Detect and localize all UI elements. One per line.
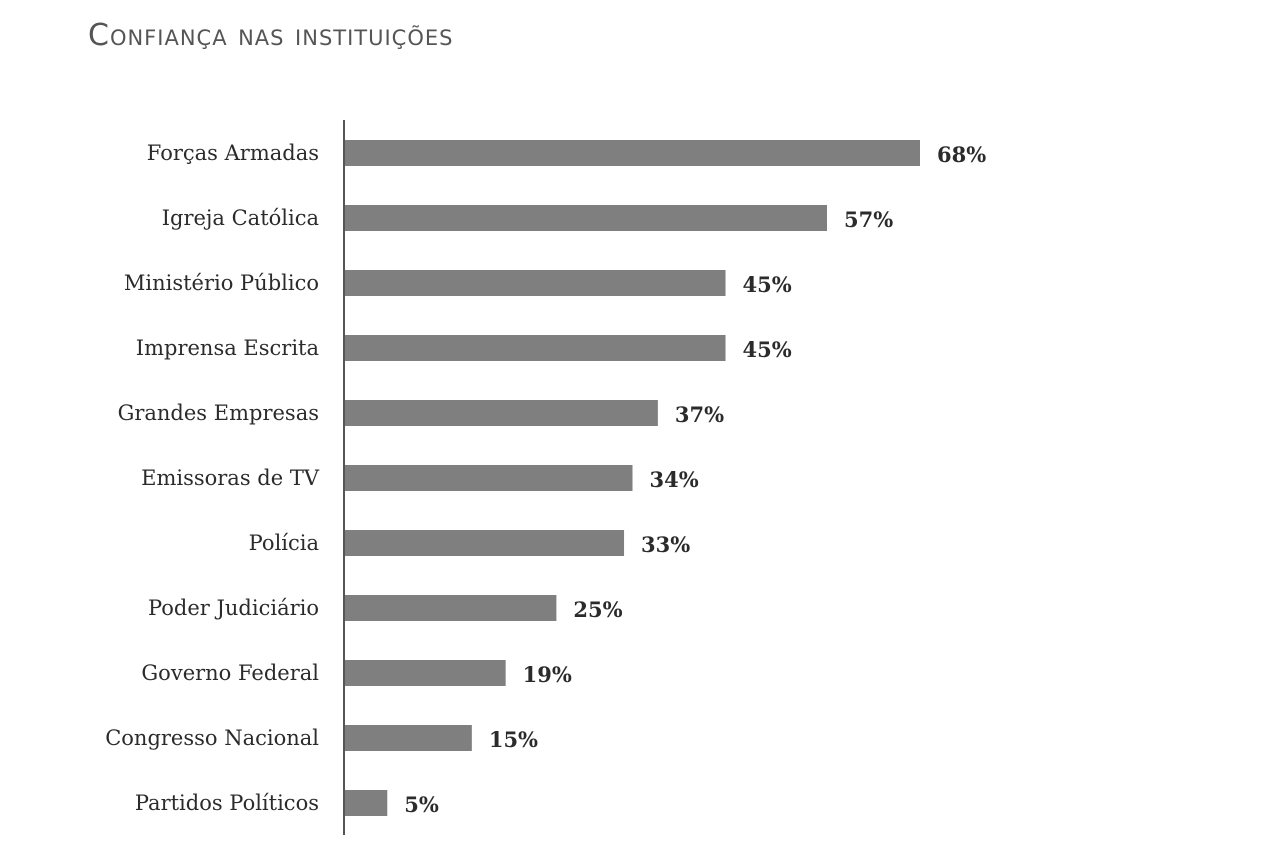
bar-10 — [345, 790, 388, 816]
chart-title: Confiança nas instituições — [88, 18, 454, 53]
value-label: 33% — [641, 532, 690, 557]
category-label: Grandes Empresas — [118, 401, 319, 425]
bar-7 — [345, 595, 557, 621]
value-label: 34% — [650, 467, 699, 492]
bar-0 — [345, 140, 920, 166]
category-label: Congresso Nacional — [105, 726, 319, 750]
category-label: Imprensa Escrita — [136, 336, 319, 360]
category-label: Poder Judiciário — [148, 596, 319, 620]
bar-8 — [345, 660, 506, 686]
category-label: Ministério Público — [124, 271, 319, 295]
value-label: 45% — [743, 272, 792, 297]
bar-2 — [345, 270, 726, 296]
category-label: Igreja Católica — [162, 206, 319, 230]
bar-1 — [345, 205, 827, 231]
category-label: Polícia — [249, 531, 319, 555]
bar-5 — [345, 465, 633, 491]
category-label: Forças Armadas — [147, 141, 319, 165]
category-label: Emissoras de TV — [141, 466, 320, 490]
value-label: 19% — [523, 662, 572, 687]
value-label: 57% — [844, 207, 893, 232]
value-label: 15% — [489, 727, 538, 752]
bar-3 — [345, 335, 726, 361]
value-label: 68% — [937, 142, 986, 167]
bar-9 — [345, 725, 472, 751]
value-label: 25% — [573, 597, 622, 622]
value-label: 37% — [675, 402, 724, 427]
value-label: 5% — [404, 792, 439, 817]
bar-4 — [345, 400, 658, 426]
bar-6 — [345, 530, 625, 556]
category-label: Partidos Políticos — [135, 791, 319, 815]
bars-group: Forças Armadas 68% Igreja Católica 57% Minis… — [105, 140, 986, 817]
category-label: Governo Federal — [141, 661, 319, 685]
value-label: 45% — [743, 337, 792, 362]
